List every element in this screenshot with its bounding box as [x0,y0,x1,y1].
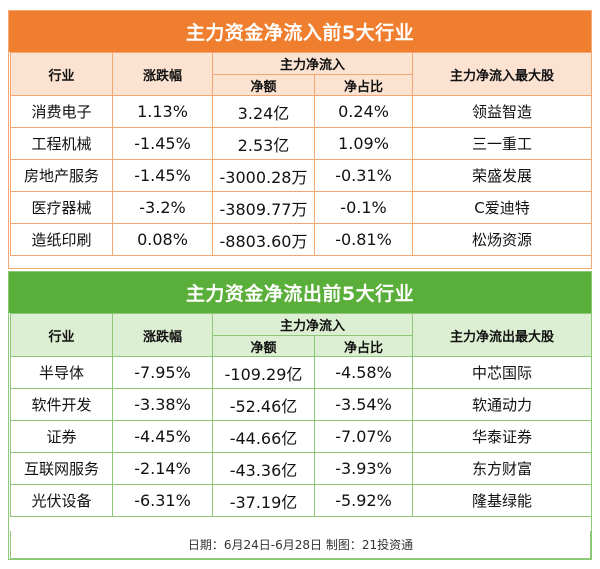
inflow-header-row: 行业 涨跌幅 主力净流入 主力净流入最大股 [10,52,593,96]
industry-cell: 医疗器械 [10,191,113,224]
outflow-header-row: 行业 涨跌幅 主力净流入 主力净流出最大股 [10,313,593,357]
ratio-cell: -3.93% [313,452,414,485]
table-row: 半导体 -7.95% -109.29亿 -4.58% 中芯国际 [10,356,593,389]
table-row: 互联网服务 -2.14% -43.36亿 -3.93% 东方财富 [10,452,593,485]
inflow-table: 行业 涨跌幅 主力净流入 主力净流入最大股 净额 净占比 消费电子 1.13% … [10,52,593,256]
header-main-net: 主力净流入 [211,313,414,336]
header-net-ratio: 净占比 [313,335,414,357]
stock-cell: C爱迪特 [412,191,593,224]
outflow-table: 行业 涨跌幅 主力净流入 主力净流出最大股 净额 净占比 半导体 -7.95% … [10,313,593,517]
header-change: 涨跌幅 [112,313,213,357]
header-main-net: 主力净流入 [211,52,414,75]
ratio-cell: -5.92% [313,484,414,517]
amount-cell: 2.53亿 [212,127,315,160]
header-net-amount: 净额 [212,74,315,96]
amount-cell: -44.66亿 [212,420,315,453]
header-top-stock: 主力净流入最大股 [412,52,593,96]
stock-cell: 三一重工 [412,127,593,160]
ratio-cell: -4.58% [313,356,414,389]
stock-cell: 东方财富 [412,452,593,485]
change-cell: -7.95% [112,356,213,389]
change-cell: -6.31% [112,484,213,517]
industry-cell: 工程机械 [10,127,113,160]
industry-cell: 互联网服务 [10,452,113,485]
amount-cell: -3809.77万 [212,191,315,224]
inflow-section-title: 主力资金净流入前5大行业 [8,10,592,52]
industry-cell: 房地产服务 [10,159,113,192]
stock-cell: 领益智造 [412,95,593,128]
stock-cell: 中芯国际 [412,356,593,389]
ratio-cell: 0.24% [313,95,414,128]
change-cell: 1.13% [112,95,213,128]
amount-cell: -109.29亿 [212,356,315,389]
header-change: 涨跌幅 [112,52,213,96]
header-net-amount: 净额 [212,335,315,357]
stock-cell: 松炀资源 [412,223,593,256]
stock-cell: 隆基绿能 [412,484,593,517]
change-cell: -3.2% [112,191,213,224]
amount-cell: -52.46亿 [212,388,315,421]
amount-cell: -3000.28万 [212,159,315,192]
table-row: 消费电子 1.13% 3.24亿 0.24% 领益智造 [10,95,593,128]
stock-cell: 荣盛发展 [412,159,593,192]
amount-cell: -43.36亿 [212,452,315,485]
change-cell: -4.45% [112,420,213,453]
header-industry: 行业 [10,52,113,96]
table-row: 工程机械 -1.45% 2.53亿 1.09% 三一重工 [10,127,593,160]
industry-cell: 证券 [10,420,113,453]
header-net-ratio: 净占比 [313,74,414,96]
ratio-cell: -0.1% [313,191,414,224]
amount-cell: -37.19亿 [212,484,315,517]
change-cell: -1.45% [112,159,213,192]
ratio-cell: -7.07% [313,420,414,453]
outflow-section-title: 主力资金净流出前5大行业 [8,271,592,313]
industry-cell: 消费电子 [10,95,113,128]
table-row: 造纸印刷 0.08% -8803.60万 -0.81% 松炀资源 [10,223,593,256]
industry-cell: 造纸印刷 [10,223,113,256]
amount-cell: 3.24亿 [212,95,315,128]
table-row: 光伏设备 -6.31% -37.19亿 -5.92% 隆基绿能 [10,484,593,517]
footer-caption: 日期：6月24日-6月28日 制图：21投资通 [10,531,591,559]
inflow-subheader-row: 净额 净占比 [11,74,592,96]
change-cell: -2.14% [112,452,213,485]
header-top-stock: 主力净流出最大股 [412,313,593,357]
change-cell: -1.45% [112,127,213,160]
table-row: 证券 -4.45% -44.66亿 -7.07% 华泰证券 [10,420,593,453]
stock-cell: 软通动力 [412,388,593,421]
ratio-cell: -3.54% [313,388,414,421]
ratio-cell: 1.09% [313,127,414,160]
change-cell: 0.08% [112,223,213,256]
table-row: 房地产服务 -1.45% -3000.28万 -0.31% 荣盛发展 [10,159,593,192]
stock-cell: 华泰证券 [412,420,593,453]
industry-cell: 半导体 [10,356,113,389]
table-row: 软件开发 -3.38% -52.46亿 -3.54% 软通动力 [10,388,593,421]
header-industry: 行业 [10,313,113,357]
amount-cell: -8803.60万 [212,223,315,256]
ratio-cell: -0.31% [313,159,414,192]
industry-cell: 软件开发 [10,388,113,421]
table-row: 医疗器械 -3.2% -3809.77万 -0.1% C爱迪特 [10,191,593,224]
industry-cell: 光伏设备 [10,484,113,517]
change-cell: -3.38% [112,388,213,421]
ratio-cell: -0.81% [313,223,414,256]
